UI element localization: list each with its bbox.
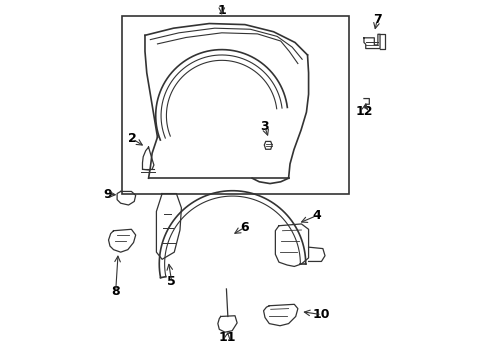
Text: 1: 1 [218,4,226,17]
Text: 11: 11 [219,331,236,344]
Text: 9: 9 [103,188,112,201]
Text: 8: 8 [111,285,120,298]
Text: 6: 6 [241,221,249,234]
Text: 7: 7 [373,13,382,27]
Text: 10: 10 [313,308,331,321]
Text: 2: 2 [128,132,137,145]
Text: 12: 12 [356,104,373,118]
Bar [122,16,348,194]
Text: 4: 4 [312,209,321,222]
Text: 3: 3 [260,120,269,133]
Text: 5: 5 [168,275,176,288]
